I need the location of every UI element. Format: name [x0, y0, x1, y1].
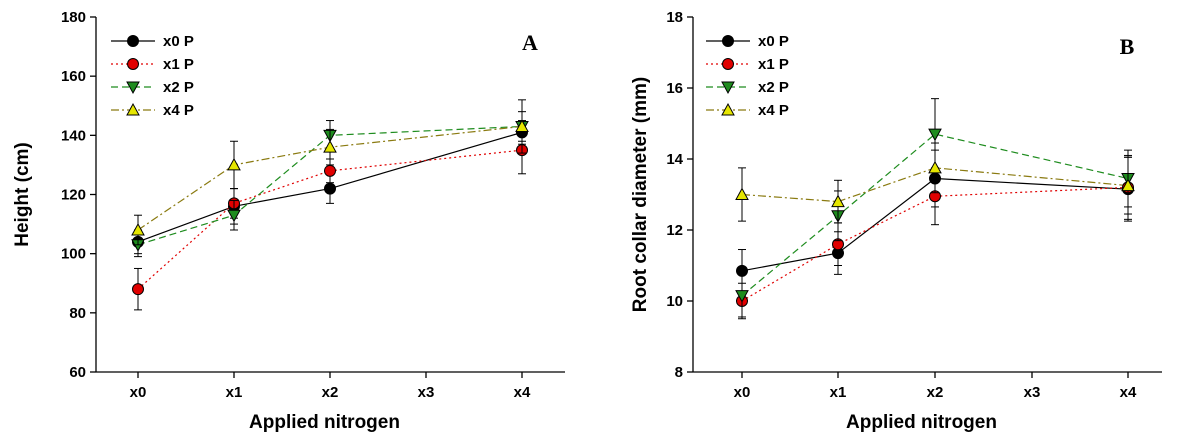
data-point [735, 187, 749, 200]
legend-label: x0 P [163, 33, 194, 50]
x-tick-label: x3 [418, 384, 435, 401]
x-tick-label: x4 [1120, 384, 1137, 401]
legend-marker [127, 58, 139, 70]
y-tick-label: 60 [69, 364, 86, 381]
x-axis-label: Applied nitrogen [249, 412, 400, 432]
data-point [227, 157, 241, 171]
legend-marker [722, 58, 734, 70]
data-point [928, 128, 942, 142]
series-line-x4-p [137, 125, 523, 231]
x-tick-label: x4 [514, 384, 531, 401]
chart-panel-a: 60 80 100 120 140 160 180 x0 x1 x2 x3 x4 Applied nit… [12, 9, 565, 432]
y-axis-label: Height (cm) [12, 142, 33, 247]
data-point [323, 140, 337, 153]
series-line-x0-p [741, 177, 1129, 272]
x-tick-label: x1 [830, 384, 847, 401]
series-line-x1-p [137, 149, 523, 290]
legend-label: x2 P [163, 79, 194, 96]
x-tick-label: x3 [1024, 384, 1041, 401]
y-tick-label: 120 [61, 187, 86, 204]
y-tick-label: 12 [666, 222, 683, 239]
legend-marker [721, 102, 735, 116]
data-point [227, 209, 241, 223]
legend-label: x1 P [758, 56, 789, 73]
legend-label: x1 P [163, 56, 194, 73]
series-line-x2-p [741, 133, 1129, 297]
y-tick-label: 80 [69, 305, 86, 322]
y-tick-label: 16 [666, 80, 683, 97]
panel-label: A [522, 30, 538, 55]
y-tick-label: 160 [61, 68, 86, 85]
legend-marker [127, 35, 139, 47]
legend-marker [126, 81, 140, 95]
y-tick-label: 14 [666, 151, 683, 168]
data-point [515, 119, 529, 132]
legend-marker [721, 81, 735, 95]
y-tick-label: 140 [61, 127, 86, 144]
panel-label: B [1120, 34, 1135, 59]
y-tick-label: 8 [675, 364, 683, 381]
data-point [735, 290, 749, 303]
x-tick-label: x0 [734, 384, 751, 401]
data-point [132, 283, 144, 296]
legend-label: x2 P [758, 79, 789, 96]
data-point [1121, 178, 1135, 192]
legend-label: x4 P [163, 102, 194, 119]
x-axis-label: Applied nitrogen [846, 412, 997, 432]
x-tick-label: x0 [130, 384, 147, 401]
legend-marker [126, 102, 140, 116]
x-tick-label: x1 [226, 384, 243, 401]
x-tick-label: x2 [927, 384, 944, 401]
series-line-x2-p [137, 125, 523, 246]
series-line-x4-p [741, 167, 1129, 203]
x-tick-label: x2 [322, 384, 339, 401]
legend-label: x0 P [758, 33, 789, 50]
data-point [324, 164, 336, 177]
y-tick-label: 18 [666, 9, 683, 26]
y-tick-label: 10 [666, 293, 683, 310]
y-axis-label: Root collar diameter (mm) [630, 77, 651, 312]
legend-label: x4 P [758, 102, 789, 119]
data-point [324, 182, 336, 195]
chart-panel-b: 8 10 12 14 16 18 x0 x1 x2 x3 x4 Applied nitrogen Roo… [630, 9, 1162, 432]
data-point [831, 194, 845, 208]
series-line-x1-p [741, 186, 1129, 302]
data-point [928, 160, 942, 174]
legend-marker [722, 35, 734, 47]
y-tick-label: 180 [61, 9, 86, 26]
data-point [131, 222, 145, 236]
y-tick-label: 100 [61, 246, 86, 263]
